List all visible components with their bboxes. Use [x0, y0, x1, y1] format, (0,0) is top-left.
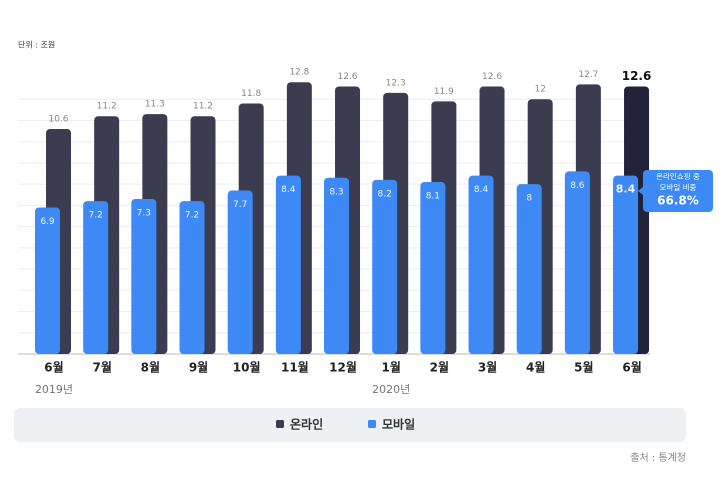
bar-mobile [613, 175, 639, 354]
x-tick-label: 12월 [329, 360, 357, 375]
bar-mobile [468, 175, 494, 354]
x-tick-label: 4월 [526, 360, 545, 375]
bar-mobile [179, 201, 205, 354]
x-tick-label: 10월 [233, 360, 261, 375]
x-tick-label: 8월 [141, 360, 160, 375]
online-value-label: 11.8 [241, 89, 261, 99]
legend-panel [14, 408, 686, 442]
mobile-value-label: 8.1 [426, 192, 440, 202]
mobile-value-label: 7.7 [233, 200, 247, 210]
online-value-label: 12.6 [622, 69, 652, 83]
mobile-value-label: 8.3 [329, 187, 343, 197]
mobile-value-label: 8.4 [281, 185, 296, 195]
unit-label: 단위 : 조원 [18, 40, 55, 50]
online-value-label: 12.7 [578, 70, 598, 80]
annotation-text: 모바일 비중 [660, 182, 697, 192]
mobile-value-label: 6.9 [40, 217, 55, 227]
bar-mobile [564, 171, 590, 354]
online-value-label: 12.6 [337, 72, 357, 82]
mobile-value-label: 8.4 [616, 183, 636, 196]
year-label: 2020년 [372, 383, 410, 396]
mobile-value-label: 7.2 [89, 211, 103, 221]
year-label: 2019년 [35, 383, 73, 396]
legend-swatch [368, 420, 376, 428]
annotation-value: 66.8% [657, 194, 699, 208]
bar-mobile [35, 207, 60, 354]
bar-mobile [83, 201, 109, 354]
mobile-value-label: 7.2 [185, 211, 199, 221]
x-tick-label: 7월 [92, 360, 111, 375]
x-tick-label: 11월 [281, 360, 309, 375]
x-tick-label: 2월 [430, 360, 449, 375]
online-value-label: 11.2 [193, 102, 213, 112]
mobile-value-label: 8.6 [570, 181, 585, 191]
online-value-label: 11.9 [434, 87, 454, 97]
online-value-label: 12.6 [482, 72, 502, 82]
x-tick-label: 1월 [381, 360, 400, 375]
source: 출처 : 통계청 [630, 452, 686, 464]
bar-mobile [227, 190, 253, 354]
legend-label: 모바일 [382, 417, 415, 432]
bar-mobile [275, 175, 301, 354]
legend-label: 온라인 [290, 417, 323, 432]
bar-mobile [516, 184, 542, 354]
online-value-label: 10.6 [48, 114, 68, 124]
annotation-text: 온라인쇼핑 중 [656, 171, 700, 181]
online-value-label: 11.2 [97, 102, 117, 112]
online-value-label: 11.3 [145, 100, 165, 110]
x-tick-label: 6월 [44, 360, 63, 375]
x-tick-label: 6월 [622, 360, 641, 375]
x-tick-label: 3월 [478, 360, 497, 375]
mobile-value-label: 7.3 [137, 209, 151, 219]
mobile-value-label: 8 [526, 194, 532, 204]
bar-mobile [324, 177, 350, 354]
bar-mobile [420, 182, 446, 354]
mobile-value-label: 8.4 [474, 185, 489, 195]
bar-mobile [131, 199, 157, 354]
bar-mobile [372, 179, 398, 354]
online-value-label: 12.8 [289, 68, 309, 78]
x-tick-label: 9월 [189, 360, 208, 375]
x-tick-label: 5월 [574, 360, 593, 375]
online-value-label: 12.3 [386, 78, 406, 88]
legend-swatch [276, 420, 284, 428]
online-value-label: 12 [534, 85, 545, 95]
annotation-bubble [638, 170, 713, 212]
mobile-value-label: 8.2 [378, 189, 392, 199]
